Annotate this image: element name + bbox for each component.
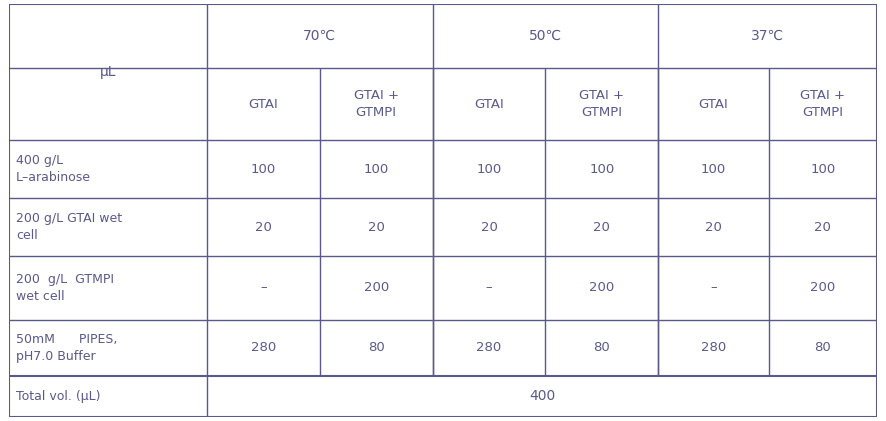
Text: 200  g/L  GTMPI
wet cell: 200 g/L GTMPI wet cell bbox=[16, 273, 113, 303]
Text: GTAI +
GTMPI: GTAI + GTMPI bbox=[579, 89, 625, 119]
Text: 50℃: 50℃ bbox=[529, 29, 562, 43]
Text: 400 g/L
L–arabinose: 400 g/L L–arabinose bbox=[16, 154, 90, 184]
Text: μL: μL bbox=[99, 65, 116, 79]
Text: –: – bbox=[260, 281, 267, 294]
Text: 400: 400 bbox=[529, 389, 556, 403]
Text: 80: 80 bbox=[814, 341, 831, 354]
Text: GTAI +
GTMPI: GTAI + GTMPI bbox=[800, 89, 845, 119]
Text: 80: 80 bbox=[594, 341, 610, 354]
Text: 280: 280 bbox=[701, 341, 727, 354]
Text: 200 g/L GTAI wet
cell: 200 g/L GTAI wet cell bbox=[16, 212, 122, 242]
Text: 200: 200 bbox=[589, 281, 615, 294]
Text: 37℃: 37℃ bbox=[751, 29, 784, 43]
Text: –: – bbox=[486, 281, 493, 294]
Text: 80: 80 bbox=[368, 341, 385, 354]
Text: 70℃: 70℃ bbox=[303, 29, 337, 43]
Text: 20: 20 bbox=[705, 221, 722, 234]
Text: –: – bbox=[711, 281, 717, 294]
Text: 100: 100 bbox=[589, 163, 615, 176]
Text: 280: 280 bbox=[477, 341, 501, 354]
Text: 200: 200 bbox=[811, 281, 835, 294]
Text: Total vol. (μL): Total vol. (μL) bbox=[16, 390, 100, 402]
Text: GTAI +
GTMPI: GTAI + GTMPI bbox=[354, 89, 399, 119]
Text: 100: 100 bbox=[701, 163, 727, 176]
Text: 100: 100 bbox=[477, 163, 501, 176]
Text: 20: 20 bbox=[814, 221, 831, 234]
Text: 100: 100 bbox=[251, 163, 276, 176]
Text: 20: 20 bbox=[594, 221, 610, 234]
Text: 100: 100 bbox=[811, 163, 835, 176]
Text: 280: 280 bbox=[251, 341, 276, 354]
Text: 20: 20 bbox=[480, 221, 497, 234]
Text: 200: 200 bbox=[363, 281, 389, 294]
Text: GTAI: GTAI bbox=[474, 98, 504, 111]
Text: GTAI: GTAI bbox=[248, 98, 278, 111]
Text: 20: 20 bbox=[255, 221, 272, 234]
Text: 20: 20 bbox=[368, 221, 385, 234]
Text: 50mM      PIPES,
pH7.0 Buffer: 50mM PIPES, pH7.0 Buffer bbox=[16, 333, 117, 362]
Text: 100: 100 bbox=[363, 163, 389, 176]
Text: GTAI: GTAI bbox=[698, 98, 728, 111]
